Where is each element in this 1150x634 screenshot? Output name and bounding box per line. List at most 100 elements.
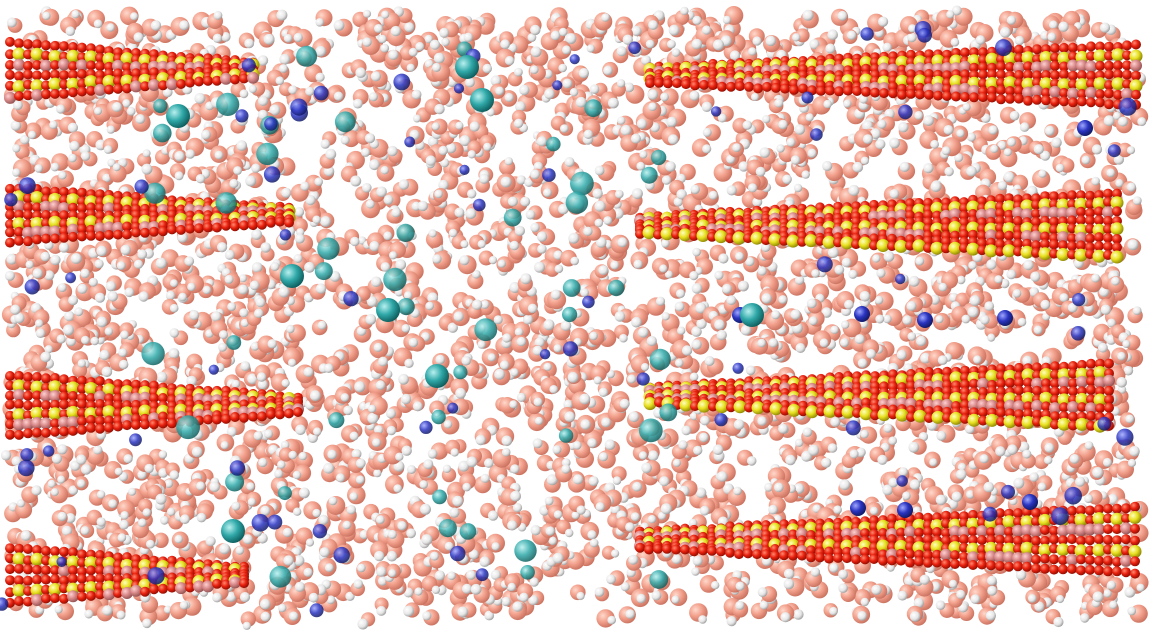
water-hydrogen <box>501 596 511 607</box>
water-hydrogen <box>962 103 971 111</box>
water-hydrogen <box>950 37 960 47</box>
water-hydrogen <box>701 101 712 113</box>
water-hydrogen <box>77 283 88 294</box>
water-hydrogen <box>427 449 438 459</box>
water-hydrogen <box>303 367 314 377</box>
water-hydrogen <box>239 592 251 603</box>
water-hydrogen <box>1023 259 1034 271</box>
water-hydrogen <box>1132 196 1142 206</box>
water-hydrogen <box>462 583 472 594</box>
water-hydrogen <box>956 129 965 138</box>
water-hydrogen <box>295 424 306 436</box>
water-hydrogen <box>189 310 200 321</box>
water-hydrogen <box>42 11 51 20</box>
water-hydrogen <box>35 328 46 339</box>
water-hydrogen <box>162 87 173 98</box>
water-hydrogen <box>507 520 518 531</box>
water-hydrogen <box>315 283 327 294</box>
water-hydrogen <box>62 324 74 336</box>
water-hydrogen <box>424 34 433 44</box>
water-hydrogen <box>325 148 337 160</box>
water-hydrogen <box>434 103 445 115</box>
water-hydrogen <box>184 256 195 267</box>
water-hydrogen <box>10 304 21 315</box>
water-hydrogen <box>774 98 784 108</box>
water-hydrogen <box>795 343 806 353</box>
water-hydrogen <box>76 454 87 465</box>
water-hydrogen <box>323 166 335 177</box>
water-hydrogen <box>534 261 545 273</box>
water-hydrogen <box>292 470 302 480</box>
water-hydrogen <box>615 189 624 199</box>
water-hydrogen <box>929 458 938 467</box>
water-hydrogen <box>554 264 564 274</box>
water-hydrogen <box>94 259 104 269</box>
water-hydrogen <box>859 291 871 302</box>
water-hydrogen <box>790 309 801 320</box>
water-hydrogen <box>96 517 106 527</box>
water-hydrogen <box>689 90 700 101</box>
water-hydrogen <box>808 444 820 456</box>
water-hydrogen <box>64 310 75 322</box>
water-hydrogen <box>589 84 600 94</box>
water-hydrogen <box>898 122 909 133</box>
water-hydrogen <box>530 46 542 58</box>
water-hydrogen <box>906 301 917 311</box>
water-hydrogen <box>368 404 377 413</box>
water-hydrogen <box>300 181 310 191</box>
water-hydrogen <box>514 225 526 236</box>
water-hydrogen <box>295 233 305 244</box>
water-hydrogen <box>438 145 448 156</box>
water-hydrogen <box>726 185 737 196</box>
water-hydrogen <box>434 570 445 581</box>
water-hydrogen <box>985 610 997 621</box>
water-hydrogen <box>802 427 813 438</box>
water-hydrogen <box>1003 148 1012 157</box>
water-hydrogen <box>260 611 271 622</box>
water-hydrogen <box>504 93 514 102</box>
water-hydrogen <box>54 605 63 614</box>
water-hydrogen <box>794 124 806 135</box>
water-hydrogen <box>530 169 540 180</box>
water-hydrogen <box>829 563 839 573</box>
water-hydrogen <box>422 611 432 621</box>
water-hydrogen <box>691 283 703 294</box>
water-hydrogen <box>583 226 593 236</box>
water-hydrogen <box>1037 482 1047 492</box>
water-hydrogen <box>1047 32 1057 42</box>
water-hydrogen <box>801 450 812 462</box>
water-hydrogen <box>530 525 541 536</box>
water-hydrogen <box>527 303 538 314</box>
water-hydrogen <box>838 569 848 580</box>
water-hydrogen <box>209 481 220 493</box>
water-hydrogen <box>984 301 995 311</box>
water-hydrogen <box>594 165 605 176</box>
water-hydrogen <box>986 259 997 270</box>
water-hydrogen <box>378 34 387 44</box>
water-hydrogen <box>251 163 261 173</box>
water-hydrogen <box>353 579 363 589</box>
water-hydrogen <box>794 438 804 447</box>
water-hydrogen <box>1103 589 1112 598</box>
water-hydrogen <box>267 339 277 349</box>
water-hydrogen <box>429 39 441 50</box>
water-hydrogen <box>536 136 548 147</box>
water-hydrogen <box>40 351 51 363</box>
water-hydrogen <box>666 116 677 128</box>
water-hydrogen <box>340 393 350 402</box>
water-hydrogen <box>96 316 108 328</box>
water-hydrogen <box>544 88 555 100</box>
water-hydrogen <box>648 102 657 111</box>
water-hydrogen <box>1092 467 1104 478</box>
water-hydrogen <box>281 187 292 198</box>
water-hydrogen <box>239 308 249 318</box>
water-hydrogen <box>919 574 930 585</box>
water-hydrogen <box>504 157 513 166</box>
water-hydrogen <box>935 315 944 324</box>
water-hydrogen <box>1019 122 1030 132</box>
water-hydrogen <box>457 606 469 618</box>
water-hydrogen <box>711 581 720 590</box>
water-hydrogen <box>355 67 367 78</box>
water-hydrogen <box>4 270 16 281</box>
